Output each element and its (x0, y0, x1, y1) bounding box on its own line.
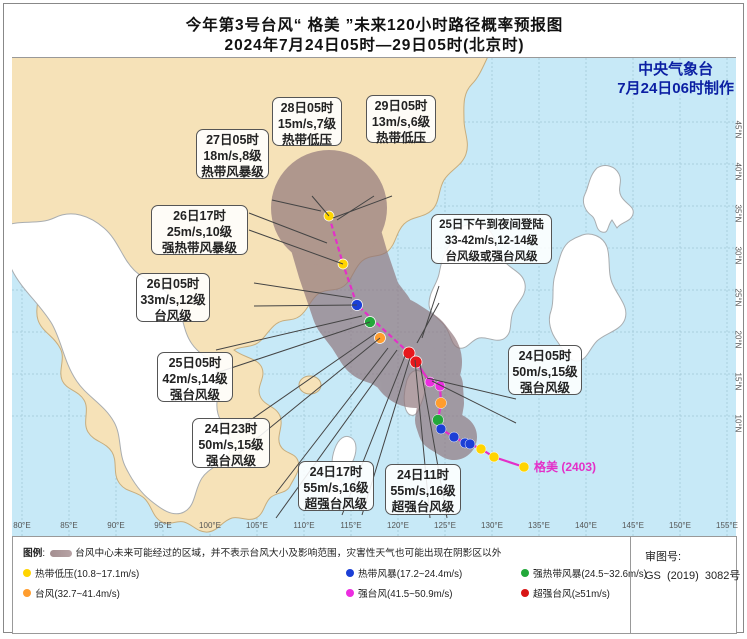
svg-text:格美 (2403): 格美 (2403) (534, 459, 596, 474)
